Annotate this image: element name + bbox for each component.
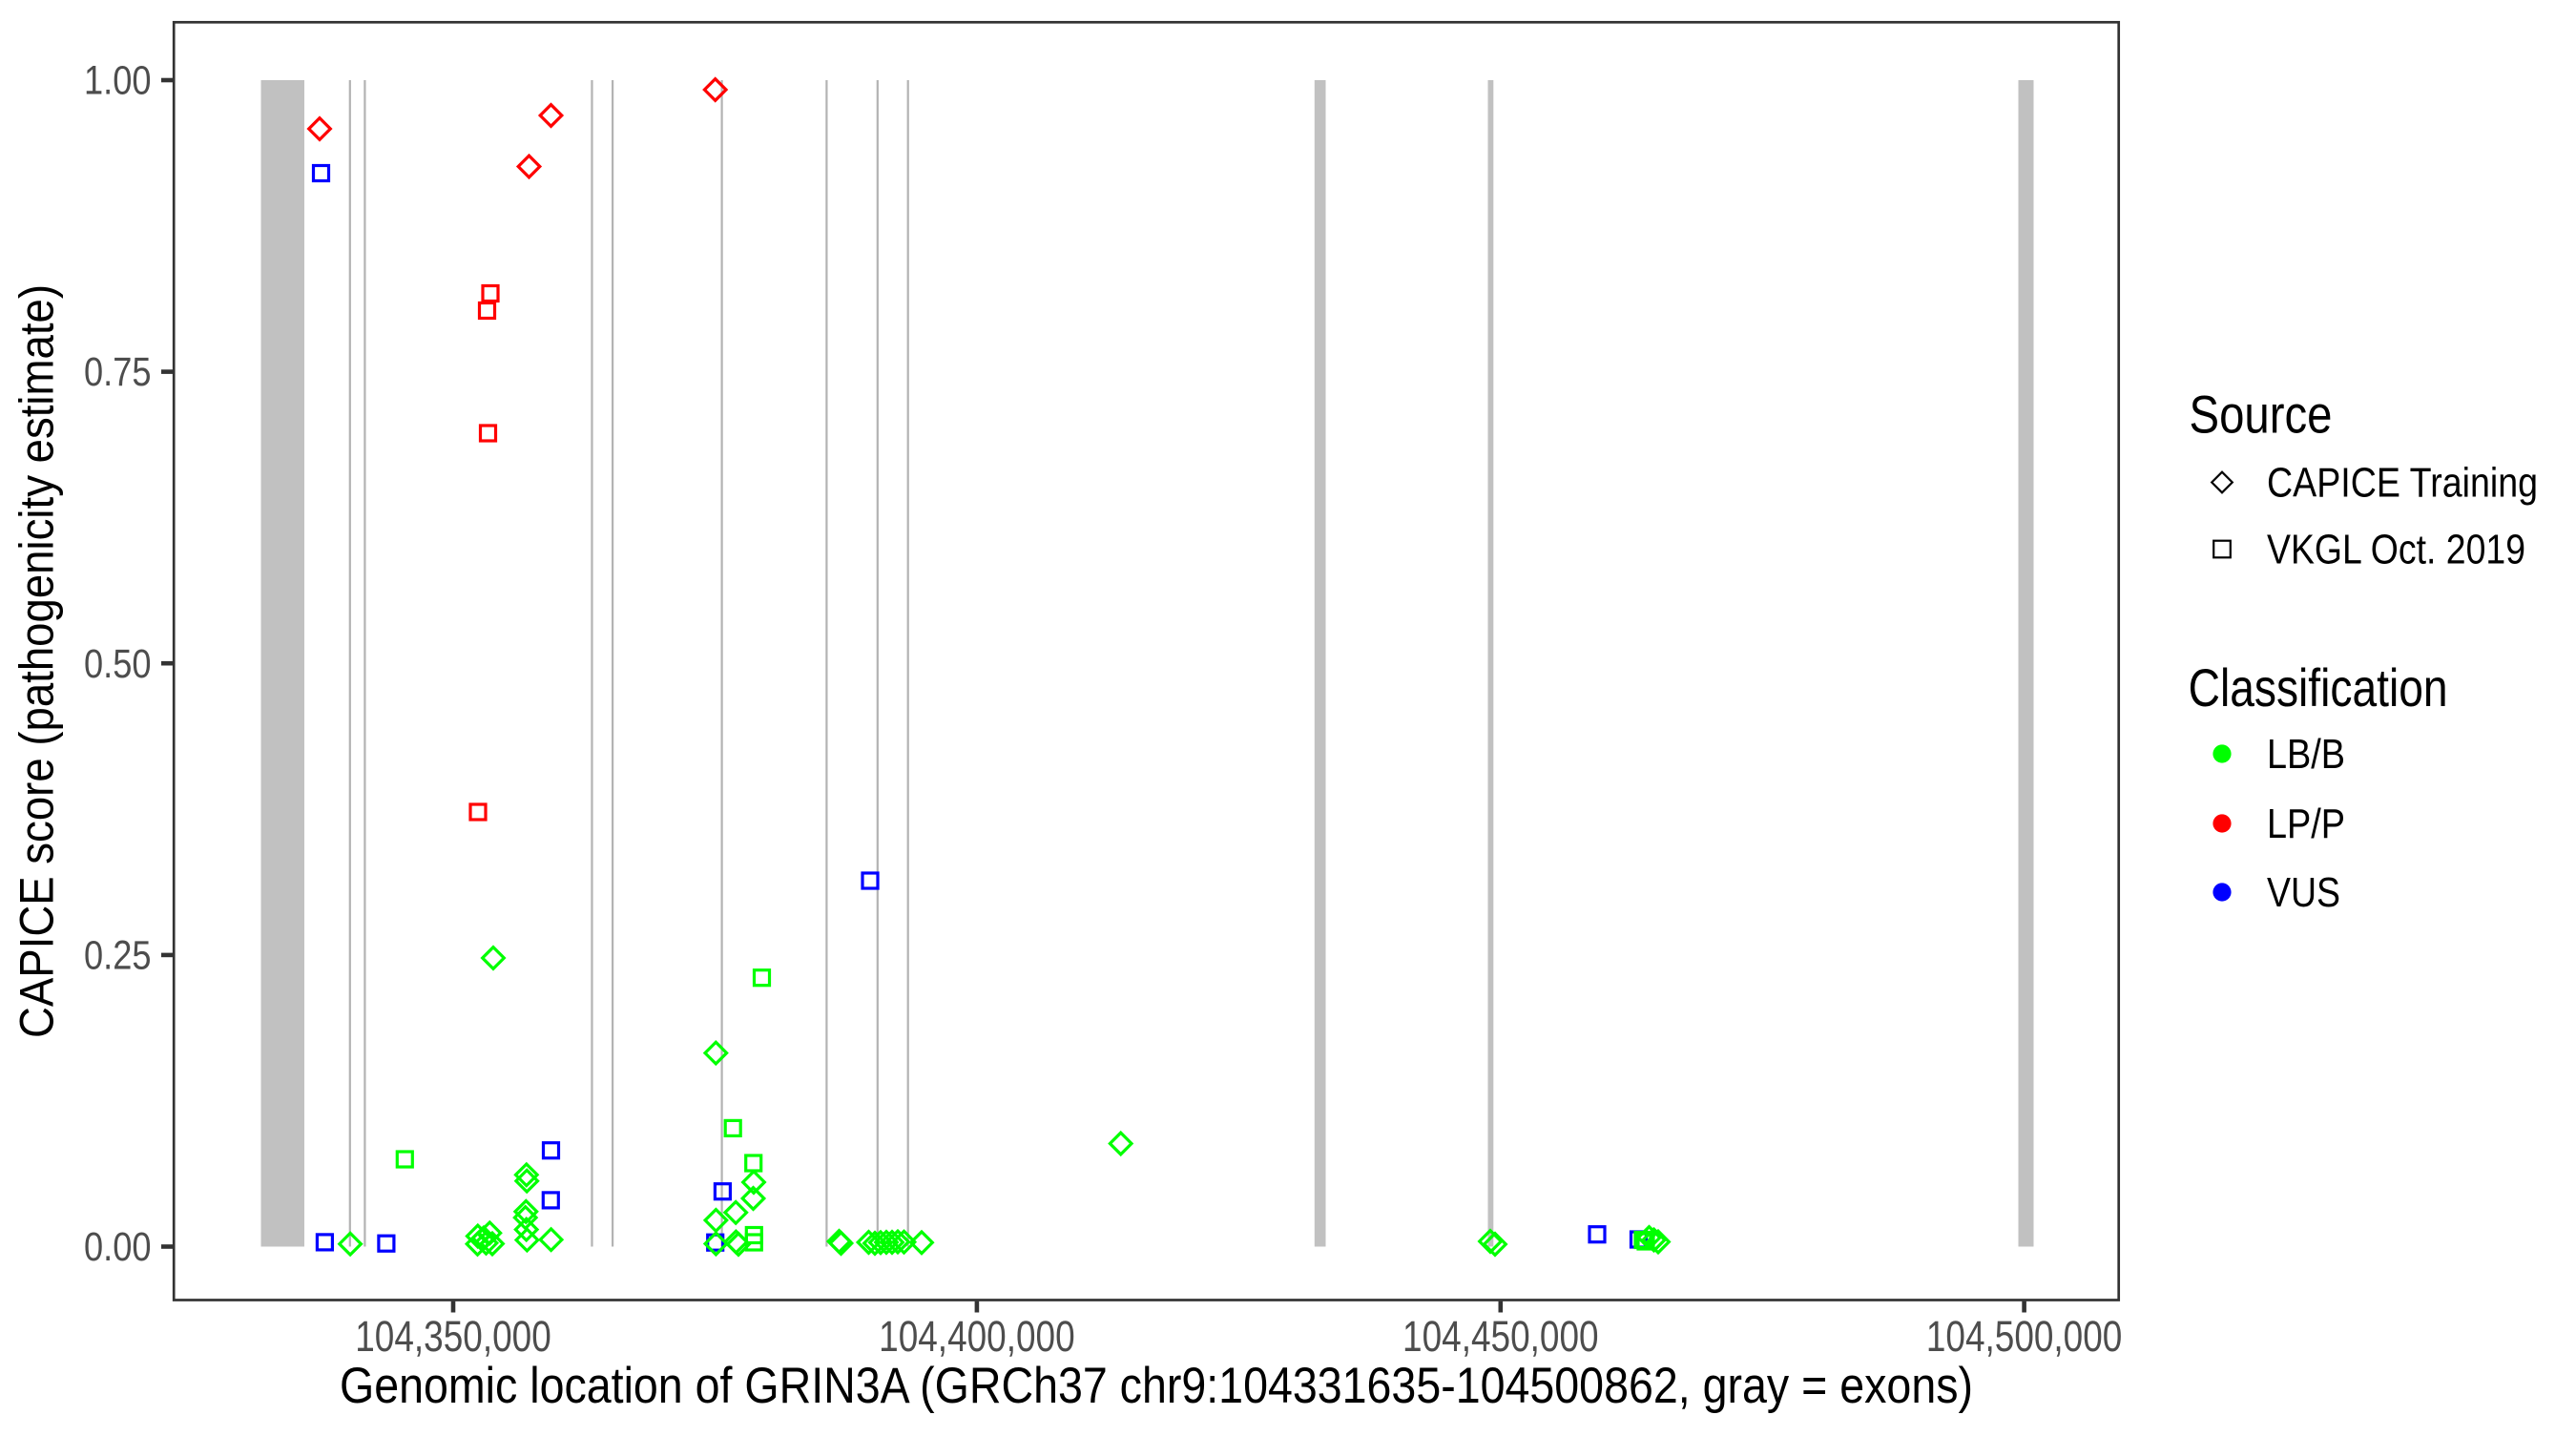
svg-text:VKGL Oct. 2019: VKGL Oct. 2019: [2267, 527, 2525, 573]
svg-text:0.00: 0.00: [84, 1225, 152, 1270]
svg-text:LB/B: LB/B: [2267, 731, 2345, 778]
svg-text:0.75: 0.75: [84, 350, 152, 395]
svg-text:CAPICE Training: CAPICE Training: [2267, 460, 2538, 507]
svg-text:0.50: 0.50: [84, 642, 152, 687]
svg-text:104,350,000: 104,350,000: [355, 1312, 551, 1361]
svg-text:LP/P: LP/P: [2267, 801, 2345, 847]
svg-text:Classification: Classification: [2189, 657, 2448, 718]
svg-text:104,400,000: 104,400,000: [879, 1312, 1075, 1361]
svg-text:CAPICE score (pathogenicity es: CAPICE score (pathogenicity estimate): [10, 284, 64, 1038]
svg-text:1.00: 1.00: [84, 59, 152, 104]
svg-text:Genomic location of GRIN3A (GR: Genomic location of GRIN3A (GRCh37 chr9:…: [340, 1358, 1973, 1414]
svg-text:104,500,000: 104,500,000: [1926, 1312, 2123, 1361]
svg-text:104,450,000: 104,450,000: [1402, 1312, 1599, 1361]
svg-text:0.25: 0.25: [84, 934, 152, 979]
svg-text:VUS: VUS: [2267, 869, 2340, 916]
svg-text:Source: Source: [2190, 385, 2333, 445]
